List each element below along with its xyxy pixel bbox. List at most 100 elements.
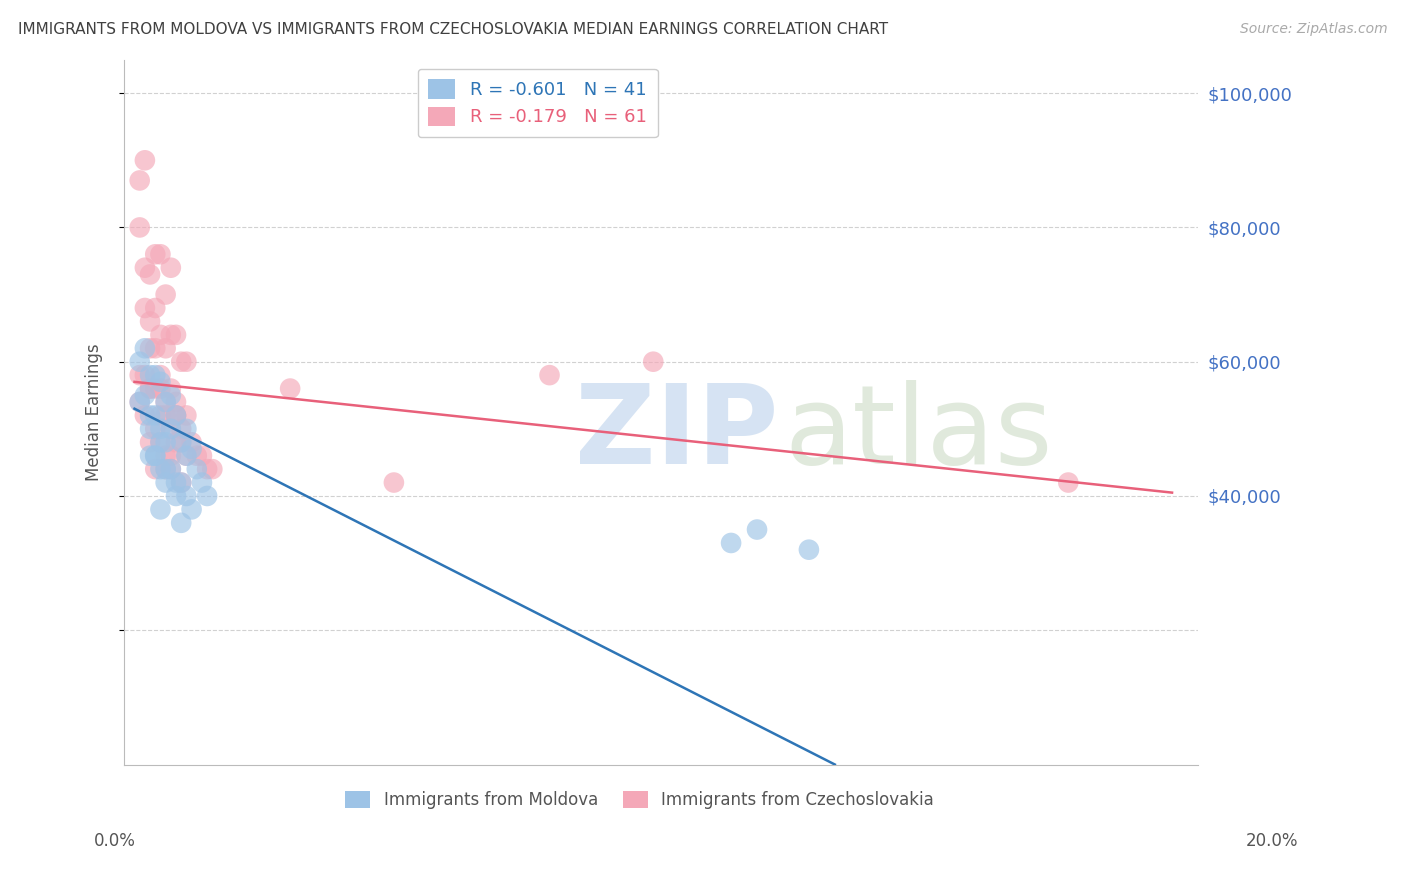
Text: 0.0%: 0.0%	[94, 831, 136, 849]
Point	[155, 462, 177, 476]
Point	[165, 409, 187, 423]
Point	[155, 287, 177, 301]
Point	[149, 462, 172, 476]
Point	[149, 435, 172, 450]
Point	[643, 354, 665, 368]
Point	[139, 382, 162, 396]
Point	[134, 341, 156, 355]
Point	[170, 475, 193, 490]
Point	[134, 368, 156, 383]
Point	[128, 395, 150, 409]
Text: atlas: atlas	[785, 380, 1053, 487]
Point	[201, 462, 224, 476]
Point	[195, 489, 218, 503]
Point	[180, 442, 202, 456]
Point	[139, 435, 162, 450]
Point	[165, 475, 187, 490]
Point	[159, 388, 181, 402]
Point	[143, 422, 166, 436]
Point	[143, 368, 166, 383]
Point	[176, 449, 198, 463]
Point	[382, 475, 405, 490]
Point	[149, 422, 172, 436]
Point	[149, 435, 172, 450]
Point	[128, 395, 150, 409]
Point	[155, 395, 177, 409]
Point	[159, 327, 181, 342]
Point	[165, 327, 187, 342]
Point	[155, 475, 177, 490]
Point	[134, 388, 156, 402]
Point	[170, 516, 193, 530]
Point	[139, 382, 162, 396]
Point	[278, 382, 301, 396]
Point	[159, 422, 181, 436]
Point	[797, 542, 820, 557]
Point	[149, 382, 172, 396]
Point	[1057, 475, 1080, 490]
Point	[139, 314, 162, 328]
Point	[538, 368, 561, 383]
Point	[195, 462, 218, 476]
Point	[745, 523, 768, 537]
Point	[720, 536, 742, 550]
Point	[159, 260, 181, 275]
Point	[165, 395, 187, 409]
Point	[180, 435, 202, 450]
Point	[176, 489, 198, 503]
Point	[170, 435, 193, 450]
Point	[128, 368, 150, 383]
Point	[191, 449, 214, 463]
Point	[143, 449, 166, 463]
Point	[170, 435, 193, 450]
Point	[191, 475, 214, 490]
Point	[128, 220, 150, 235]
Point	[149, 247, 172, 261]
Text: 20.0%: 20.0%	[1246, 831, 1299, 849]
Point	[128, 173, 150, 187]
Point	[176, 354, 198, 368]
Point	[143, 462, 166, 476]
Point	[165, 435, 187, 450]
Legend: Immigrants from Moldova, Immigrants from Czechoslovakia: Immigrants from Moldova, Immigrants from…	[339, 785, 941, 816]
Point	[170, 475, 193, 490]
Point	[149, 327, 172, 342]
Text: ZIP: ZIP	[575, 380, 779, 487]
Point	[149, 409, 172, 423]
Point	[143, 341, 166, 355]
Point	[165, 409, 187, 423]
Text: Source: ZipAtlas.com: Source: ZipAtlas.com	[1240, 22, 1388, 37]
Point	[159, 449, 181, 463]
Point	[143, 449, 166, 463]
Point	[143, 382, 166, 396]
Point	[143, 247, 166, 261]
Point	[149, 502, 172, 516]
Point	[170, 354, 193, 368]
Point	[155, 409, 177, 423]
Point	[165, 409, 187, 423]
Point	[139, 422, 162, 436]
Point	[155, 341, 177, 355]
Point	[134, 301, 156, 315]
Point	[155, 462, 177, 476]
Point	[180, 502, 202, 516]
Point	[139, 268, 162, 282]
Point	[186, 462, 208, 476]
Point	[176, 422, 198, 436]
Point	[186, 449, 208, 463]
Point	[134, 153, 156, 168]
Point	[159, 382, 181, 396]
Point	[139, 341, 162, 355]
Point	[143, 301, 166, 315]
Point	[139, 449, 162, 463]
Point	[155, 435, 177, 450]
Point	[165, 489, 187, 503]
Y-axis label: Median Earnings: Median Earnings	[86, 343, 103, 481]
Point	[176, 409, 198, 423]
Point	[159, 462, 181, 476]
Point	[155, 395, 177, 409]
Text: IMMIGRANTS FROM MOLDOVA VS IMMIGRANTS FROM CZECHOSLOVAKIA MEDIAN EARNINGS CORREL: IMMIGRANTS FROM MOLDOVA VS IMMIGRANTS FR…	[18, 22, 889, 37]
Point	[149, 375, 172, 389]
Point	[143, 409, 166, 423]
Point	[170, 422, 193, 436]
